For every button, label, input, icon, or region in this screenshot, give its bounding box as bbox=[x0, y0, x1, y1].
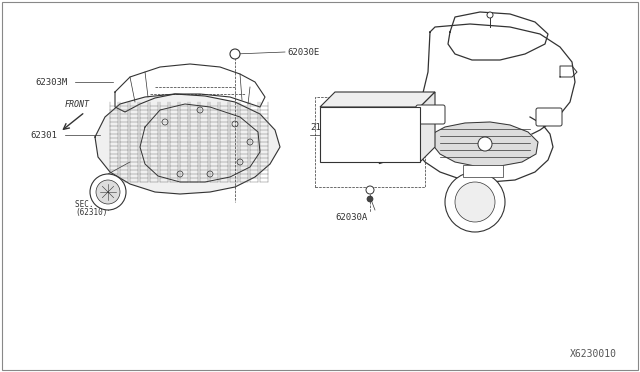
FancyBboxPatch shape bbox=[416, 105, 445, 124]
Text: X6230010: X6230010 bbox=[570, 349, 617, 359]
Polygon shape bbox=[432, 122, 538, 166]
Text: 62030E: 62030E bbox=[287, 48, 319, 57]
Polygon shape bbox=[95, 94, 280, 194]
Circle shape bbox=[90, 174, 126, 210]
FancyBboxPatch shape bbox=[536, 108, 562, 126]
Circle shape bbox=[96, 180, 120, 204]
Circle shape bbox=[445, 172, 505, 232]
Text: FRONT: FRONT bbox=[65, 99, 90, 109]
Circle shape bbox=[366, 186, 374, 194]
Text: (62310): (62310) bbox=[75, 208, 108, 217]
Circle shape bbox=[367, 196, 373, 202]
Text: 62030A: 62030A bbox=[335, 212, 367, 221]
Bar bbox=[320, 107, 420, 162]
Polygon shape bbox=[320, 92, 435, 107]
Text: 62303M: 62303M bbox=[35, 77, 67, 87]
Text: SEC. 990: SEC. 990 bbox=[75, 199, 112, 208]
Polygon shape bbox=[420, 92, 435, 162]
Circle shape bbox=[478, 137, 492, 151]
Text: 21421X: 21421X bbox=[310, 122, 342, 131]
Circle shape bbox=[230, 49, 240, 59]
Circle shape bbox=[455, 182, 495, 222]
Bar bbox=[463, 165, 503, 177]
Circle shape bbox=[487, 12, 493, 18]
Text: 62301: 62301 bbox=[30, 131, 57, 140]
